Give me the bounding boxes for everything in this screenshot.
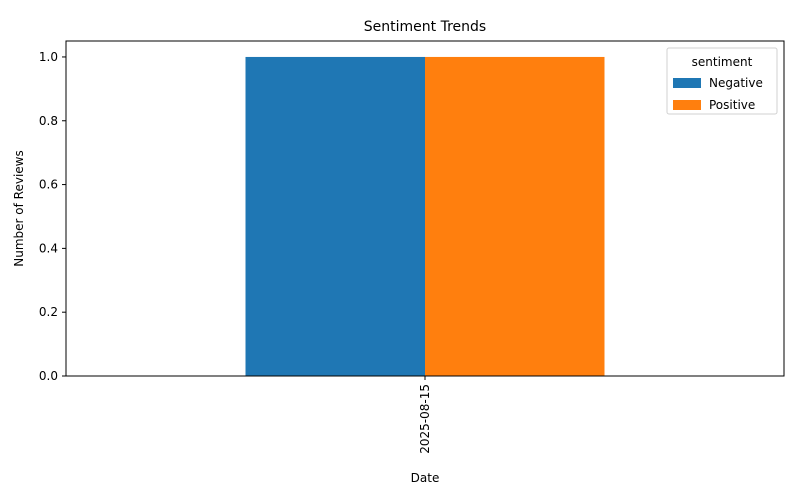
y-tick-label: 0.6 [39, 178, 58, 192]
bars-layer [245, 56, 605, 376]
y-tick-label: 0.8 [39, 114, 58, 128]
legend-label-negative: Negative [709, 76, 763, 90]
legend-swatch-positive [673, 100, 701, 110]
x-axis-label: Date [411, 471, 440, 485]
bar-negative [245, 56, 425, 376]
y-tick-label: 0.0 [39, 369, 58, 383]
x-axis: 2025-08-15 [418, 376, 432, 454]
legend-swatch-negative [673, 78, 701, 88]
legend-label-positive: Positive [709, 98, 755, 112]
x-tick-label: 2025-08-15 [418, 384, 432, 454]
legend-frame [666, 47, 778, 115]
legend-title: sentiment [692, 55, 753, 69]
legend: sentiment Negative Positive [666, 47, 778, 115]
bar-positive [425, 56, 605, 376]
y-tick-label: 0.4 [39, 241, 58, 255]
y-axis: 0.0 0.2 0.4 0.6 0.8 1.0 [39, 50, 66, 383]
y-tick-label: 1.0 [39, 50, 58, 64]
chart-title: Sentiment Trends [364, 19, 486, 35]
y-axis-label: Number of Reviews [12, 150, 26, 266]
y-tick-label: 0.2 [39, 305, 58, 319]
